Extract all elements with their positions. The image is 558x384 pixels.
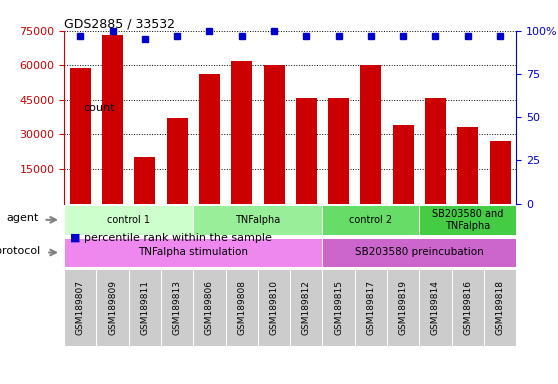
Text: SB203580 and
TNFalpha: SB203580 and TNFalpha: [432, 209, 503, 231]
Bar: [419, 205, 516, 235]
Bar: [296, 98, 317, 204]
Bar: [263, 65, 285, 204]
Text: GSM189815: GSM189815: [334, 280, 343, 335]
Bar: [387, 269, 419, 346]
Text: GSM189810: GSM189810: [270, 280, 278, 335]
Text: TNFalpha: TNFalpha: [235, 215, 281, 225]
Text: GSM189818: GSM189818: [496, 280, 504, 335]
Text: GSM189816: GSM189816: [463, 280, 472, 335]
Bar: [328, 98, 349, 204]
Bar: [70, 68, 91, 204]
Text: GSM189811: GSM189811: [141, 280, 150, 335]
Bar: [393, 125, 413, 204]
Bar: [167, 118, 187, 204]
Bar: [457, 127, 478, 204]
Text: GSM189813: GSM189813: [172, 280, 182, 335]
Text: GSM189814: GSM189814: [431, 280, 440, 334]
Text: control 1: control 1: [107, 215, 150, 225]
Text: ■: ■: [70, 103, 80, 113]
Text: count: count: [84, 103, 115, 113]
Text: GSM189817: GSM189817: [367, 280, 376, 335]
Text: GDS2885 / 33532: GDS2885 / 33532: [64, 18, 175, 31]
Bar: [419, 269, 451, 346]
Bar: [290, 269, 323, 346]
Text: protocol: protocol: [0, 246, 41, 256]
Text: GSM189806: GSM189806: [205, 280, 214, 335]
Text: TNFalpha stimulation: TNFalpha stimulation: [138, 247, 248, 258]
Bar: [323, 205, 419, 235]
Bar: [64, 205, 193, 235]
Bar: [129, 269, 161, 346]
Bar: [199, 74, 220, 204]
Text: GSM189812: GSM189812: [302, 280, 311, 334]
Bar: [225, 269, 258, 346]
Bar: [64, 269, 97, 346]
Bar: [258, 269, 290, 346]
Bar: [484, 269, 516, 346]
Bar: [193, 205, 323, 235]
Bar: [231, 61, 252, 204]
Bar: [64, 238, 323, 267]
Text: percentile rank within the sample: percentile rank within the sample: [84, 233, 272, 243]
Bar: [355, 269, 387, 346]
Bar: [323, 269, 355, 346]
Bar: [102, 35, 123, 204]
Bar: [360, 65, 381, 204]
Text: GSM189807: GSM189807: [76, 280, 85, 335]
Bar: [323, 238, 516, 267]
Bar: [97, 269, 129, 346]
Bar: [425, 98, 446, 204]
Text: SB203580 preincubation: SB203580 preincubation: [355, 247, 484, 258]
Text: GSM189809: GSM189809: [108, 280, 117, 335]
Bar: [193, 269, 225, 346]
Text: GSM189808: GSM189808: [237, 280, 246, 335]
Bar: [134, 157, 155, 204]
Text: GSM189819: GSM189819: [398, 280, 408, 335]
Bar: [451, 269, 484, 346]
Text: control 2: control 2: [349, 215, 392, 225]
Bar: [489, 141, 511, 204]
Text: ■: ■: [70, 233, 80, 243]
Text: agent: agent: [6, 213, 39, 223]
Bar: [161, 269, 193, 346]
